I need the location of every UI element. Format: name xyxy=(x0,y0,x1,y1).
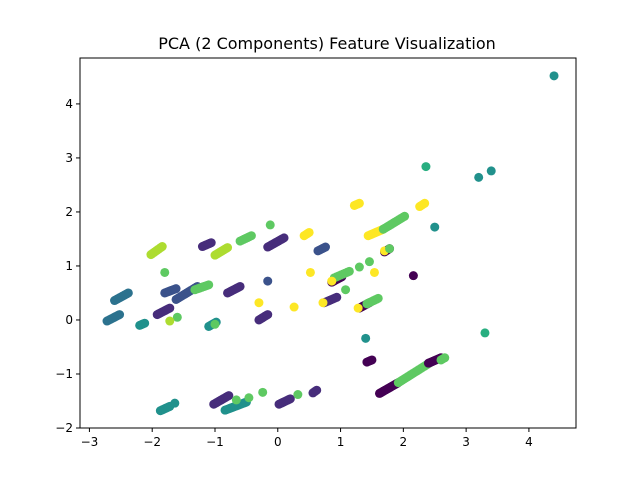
y-tick-label: 4 xyxy=(65,97,73,111)
data-point xyxy=(480,328,490,338)
x-tick-label: 4 xyxy=(525,435,533,449)
y-tick-label: 3 xyxy=(65,151,73,165)
x-tick-label: 0 xyxy=(274,435,282,449)
data-point xyxy=(421,162,431,172)
data-point xyxy=(486,166,496,176)
data-point xyxy=(361,333,371,343)
data-point xyxy=(279,233,289,243)
x-tick-label: −2 xyxy=(143,435,161,449)
data-point xyxy=(171,284,181,294)
data-point xyxy=(172,312,182,322)
data-point xyxy=(369,267,379,277)
data-point xyxy=(206,238,216,248)
data-point xyxy=(115,310,125,320)
data-point xyxy=(263,310,273,320)
y-tick-label: −2 xyxy=(55,421,73,435)
data-point xyxy=(157,242,167,252)
data-point xyxy=(430,222,440,232)
x-axis: −3 −2 −1 0 1 2 3 4 xyxy=(81,428,533,449)
data-point xyxy=(224,391,234,401)
data-point xyxy=(420,198,430,208)
data-point xyxy=(474,172,484,182)
x-tick-label: 3 xyxy=(462,435,470,449)
data-point xyxy=(210,319,220,329)
data-point xyxy=(440,353,450,363)
data-point xyxy=(304,227,314,237)
data-point xyxy=(373,293,383,303)
data-point xyxy=(231,395,241,405)
y-tick-label: 0 xyxy=(65,313,73,327)
data-point xyxy=(165,316,175,326)
data-point xyxy=(289,302,299,312)
data-point xyxy=(385,244,395,254)
x-tick-label: −1 xyxy=(206,435,224,449)
data-point xyxy=(246,231,256,241)
data-point xyxy=(353,303,363,313)
data-point xyxy=(204,280,214,290)
data-point xyxy=(364,257,374,267)
data-point xyxy=(223,243,233,253)
chart-title: PCA (2 Components) Feature Visualization xyxy=(158,34,496,53)
data-point xyxy=(170,398,180,408)
data-point xyxy=(254,298,264,308)
data-point xyxy=(293,390,303,400)
data-point xyxy=(263,276,273,286)
data-point xyxy=(549,71,559,81)
data-point xyxy=(160,267,170,277)
y-tick-label: 2 xyxy=(65,205,73,219)
data-point xyxy=(244,393,254,403)
axes-frame xyxy=(79,57,577,429)
x-tick-label: 1 xyxy=(337,435,345,449)
points-layer xyxy=(102,71,559,416)
data-point xyxy=(327,276,337,286)
data-point xyxy=(318,298,328,308)
data-point xyxy=(305,267,315,277)
data-point xyxy=(354,262,364,272)
data-point xyxy=(265,220,275,230)
x-tick-label: −3 xyxy=(81,435,99,449)
data-point xyxy=(123,288,133,298)
data-point xyxy=(400,211,410,221)
y-axis: −2 −1 0 1 2 3 4 xyxy=(55,97,80,435)
data-point xyxy=(235,281,245,291)
data-point xyxy=(341,285,351,295)
data-point xyxy=(165,303,175,313)
data-point xyxy=(408,271,418,281)
data-point xyxy=(258,387,268,397)
data-point xyxy=(354,198,364,208)
data-point xyxy=(332,292,342,302)
data-point xyxy=(320,242,330,252)
data-point xyxy=(367,355,377,365)
data-point xyxy=(312,385,322,395)
y-tick-label: −1 xyxy=(55,367,73,381)
data-point xyxy=(344,266,354,276)
x-tick-label: 2 xyxy=(400,435,408,449)
y-tick-label: 1 xyxy=(65,259,73,273)
data-point xyxy=(285,394,295,404)
data-point xyxy=(140,318,150,328)
